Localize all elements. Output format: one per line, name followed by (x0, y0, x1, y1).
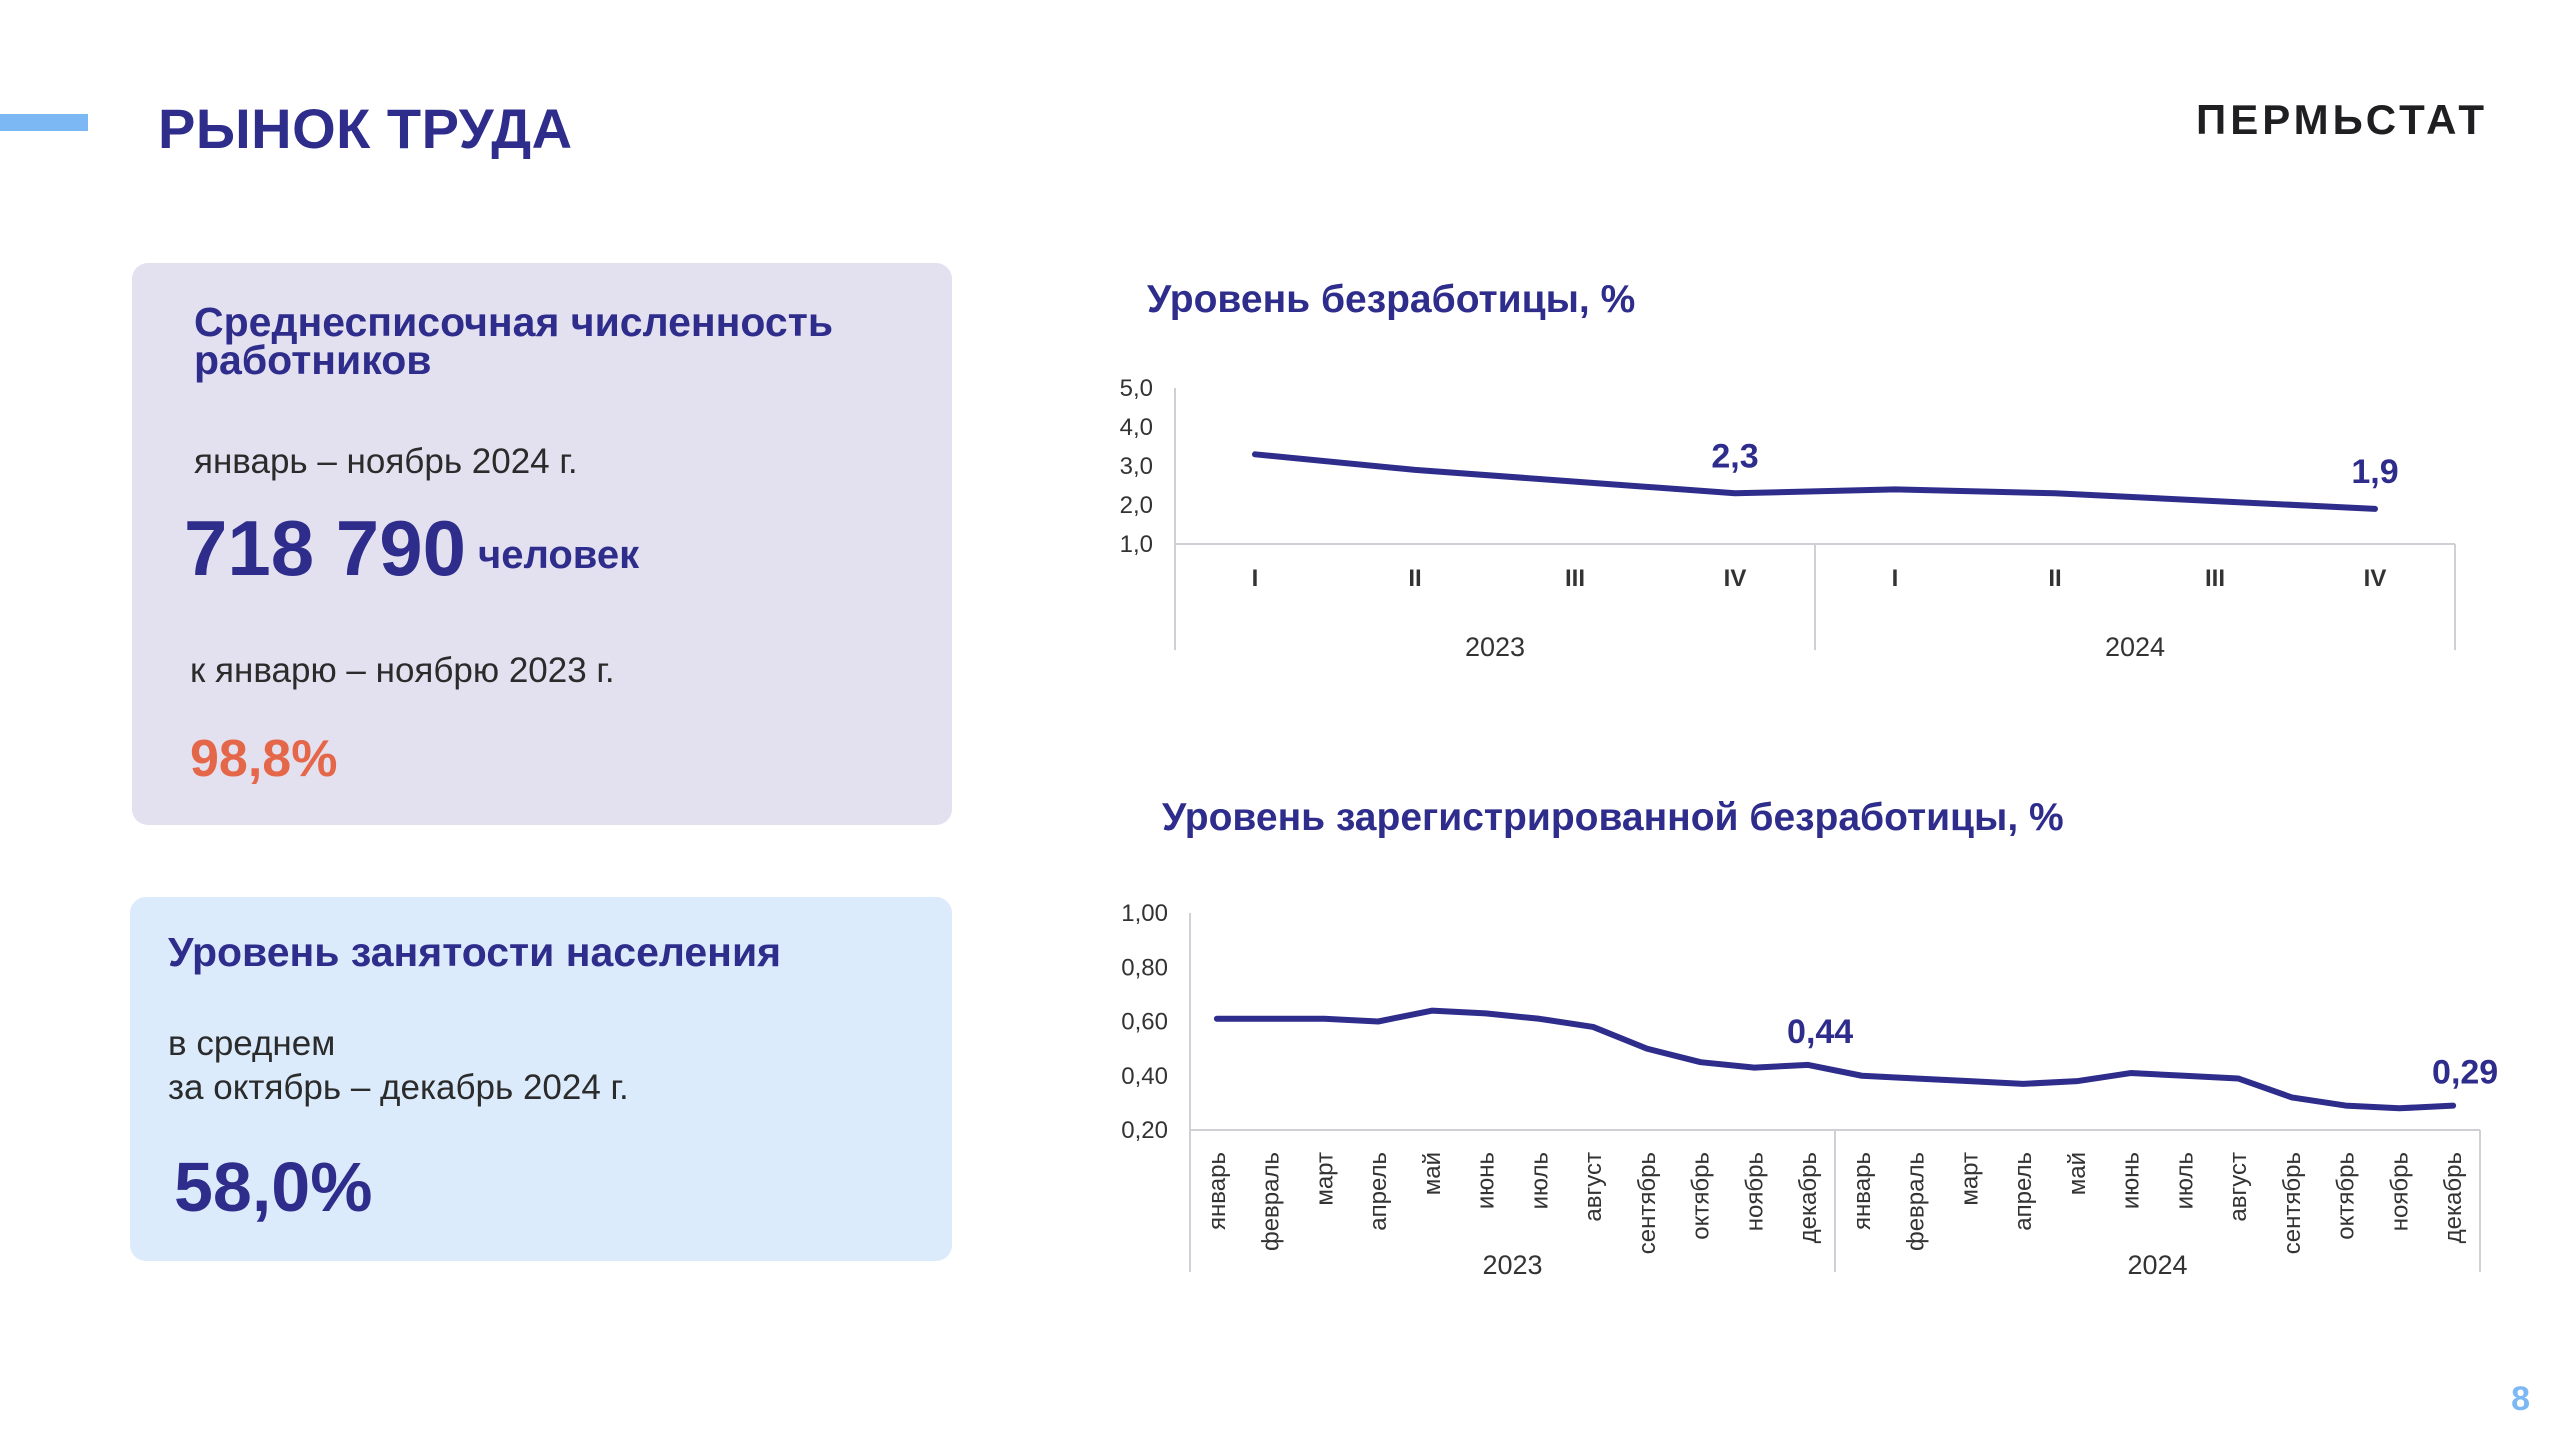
x-tick-label: май (1419, 1152, 1446, 1195)
y-tick-label: 0,60 (1121, 1009, 1168, 1036)
average-headcount-unit: человек (478, 533, 640, 577)
x-tick-label: июнь (2118, 1152, 2145, 1209)
x-tick-label: апрель (1365, 1152, 1392, 1231)
data-label: 0,44 (1787, 1013, 1853, 1051)
x-tick-label: август (2225, 1152, 2252, 1222)
unemployment-chart-title: Уровень безработицы, % (1147, 278, 1636, 321)
data-label: 1,9 (2351, 453, 2398, 491)
y-tick-label: 4,0 (1120, 414, 1153, 441)
x-tick-label: июнь (1473, 1152, 1500, 1209)
x-tick-label: февраль (1258, 1152, 1285, 1251)
series-line (1252, 451, 2378, 512)
x-tick-label: март (1956, 1152, 1983, 1206)
y-tick-label: 3,0 (1120, 453, 1153, 480)
year-group-label: 2023 (1465, 632, 1525, 662)
x-tick-label: II (2048, 565, 2061, 592)
x-tick-label: декабрь (1795, 1152, 1822, 1243)
x-tick-label: ноябрь (1741, 1152, 1768, 1231)
registered-unemployment-chart: 0,20 0,40 0,60 0,80 1,00 2023 2024 январь феврал… (1121, 900, 2498, 1280)
x-tick-label: декабрь (2440, 1152, 2467, 1243)
comparison-label: к январю – ноябрю 2023 г. (190, 651, 615, 690)
comparison-value: 98,8% (190, 730, 338, 788)
x-tick-label: август (1580, 1152, 1607, 1222)
x-tick-label: II (1408, 565, 1421, 592)
average-headcount-value: 718 790 (184, 504, 466, 592)
employment-rate-value: 58,0% (174, 1148, 373, 1226)
year-group-label: 2024 (2105, 632, 2165, 662)
x-tick-label: III (2205, 565, 2225, 592)
series-line (1213, 1007, 2457, 1112)
page-number: 8 (2511, 1380, 2530, 1418)
data-label: 2,3 (1711, 437, 1758, 475)
x-tick-label: ноябрь (2386, 1152, 2413, 1231)
year-group-label: 2024 (2127, 1250, 2187, 1280)
x-tick-label: март (1311, 1152, 1338, 1206)
x-tick-label: сентябрь (2279, 1152, 2306, 1254)
x-tick-label: январь (1204, 1152, 1231, 1230)
x-tick-label: май (2064, 1152, 2091, 1195)
x-tick-label: апрель (2010, 1152, 2037, 1231)
average-headcount-period: январь – ноябрь 2024 г. (194, 442, 578, 481)
x-tick-label: IV (1724, 565, 1747, 592)
x-tick-label: I (1252, 565, 1259, 592)
data-label: 0,29 (2432, 1054, 2498, 1092)
x-tick-label: февраль (1903, 1152, 1930, 1251)
permstat-logo: ПЕРМЬСТАТ (2196, 96, 2488, 143)
x-tick-label: июль (2171, 1152, 2198, 1209)
employment-period-line2: за октябрь – декабрь 2024 г. (168, 1068, 629, 1107)
accent-bar (0, 114, 88, 131)
x-tick-label: октябрь (1688, 1152, 1715, 1240)
page-title: РЫНОК ТРУДА (158, 97, 573, 160)
x-tick-label: III (1565, 565, 1585, 592)
employment-rate-card: Уровень занятости населения в среднем за… (130, 897, 952, 1261)
y-tick-label: 0,80 (1121, 954, 1168, 981)
employment-rate-title: Уровень занятости населения (168, 929, 782, 975)
employment-period-line1: в среднем (168, 1024, 336, 1063)
y-tick-label: 5,0 (1120, 375, 1153, 402)
y-tick-label: 2,0 (1120, 492, 1153, 519)
y-tick-label: 0,20 (1121, 1117, 1168, 1144)
y-tick-label: 0,40 (1121, 1063, 1168, 1090)
x-tick-label: I (1892, 565, 1899, 592)
x-tick-label: сентябрь (1634, 1152, 1661, 1254)
year-group-label: 2023 (1482, 1250, 1542, 1280)
x-tick-label: IV (2364, 565, 2387, 592)
x-tick-label: январь (1849, 1152, 1876, 1230)
x-tick-label: октябрь (2333, 1152, 2360, 1240)
average-headcount-title: Среднесписочная численность работников (194, 299, 834, 383)
y-tick-label: 1,00 (1121, 900, 1168, 927)
registered-unemployment-chart-title: Уровень зарегистрированной безработицы, … (1162, 796, 2064, 839)
average-headcount-card: Среднесписочная численность работников я… (132, 263, 952, 825)
x-tick-label: июль (1526, 1152, 1553, 1209)
y-tick-label: 1,0 (1120, 531, 1153, 558)
